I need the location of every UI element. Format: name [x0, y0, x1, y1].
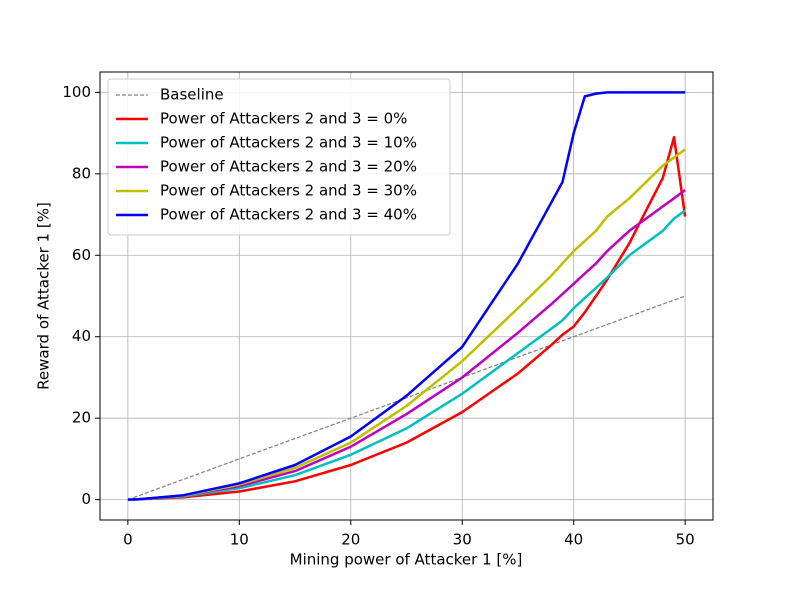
x-axis-label: Mining power of Attacker 1 [%] [290, 551, 523, 569]
y-tick-label: 100 [62, 83, 91, 101]
y-tick-label: 60 [72, 246, 91, 264]
series-line [127, 189, 686, 501]
series-line [127, 91, 686, 501]
y-tick-label: 20 [72, 409, 91, 427]
legend-label: Power of Attackers 2 and 3 = 20% [160, 158, 417, 176]
x-tick-label: 50 [676, 531, 695, 549]
legend-label: Power of Attackers 2 and 3 = 40% [160, 206, 417, 224]
legend-label: Power of Attackers 2 and 3 = 10% [160, 134, 417, 152]
legend-box [107, 78, 451, 236]
series-line [127, 148, 686, 501]
series-line [127, 295, 686, 501]
x-tick-label: 30 [453, 531, 472, 549]
x-tick-label: 40 [564, 531, 583, 549]
legend-label: Power of Attackers 2 and 3 = 0% [160, 110, 407, 128]
series-line [127, 209, 686, 501]
plot-frame [99, 71, 714, 521]
legend-label: Power of Attackers 2 and 3 = 30% [160, 182, 417, 200]
y-axis-label: Reward of Attacker 1 [%] [35, 202, 53, 390]
y-tick-label: 80 [72, 164, 91, 182]
x-tick-label: 10 [230, 531, 249, 549]
x-tick-label: 0 [123, 531, 133, 549]
y-tick-label: 0 [81, 490, 91, 508]
y-tick-label: 40 [72, 327, 91, 345]
x-tick-label: 20 [341, 531, 360, 549]
series-line [127, 135, 687, 501]
legend-label: Baseline [160, 86, 224, 104]
